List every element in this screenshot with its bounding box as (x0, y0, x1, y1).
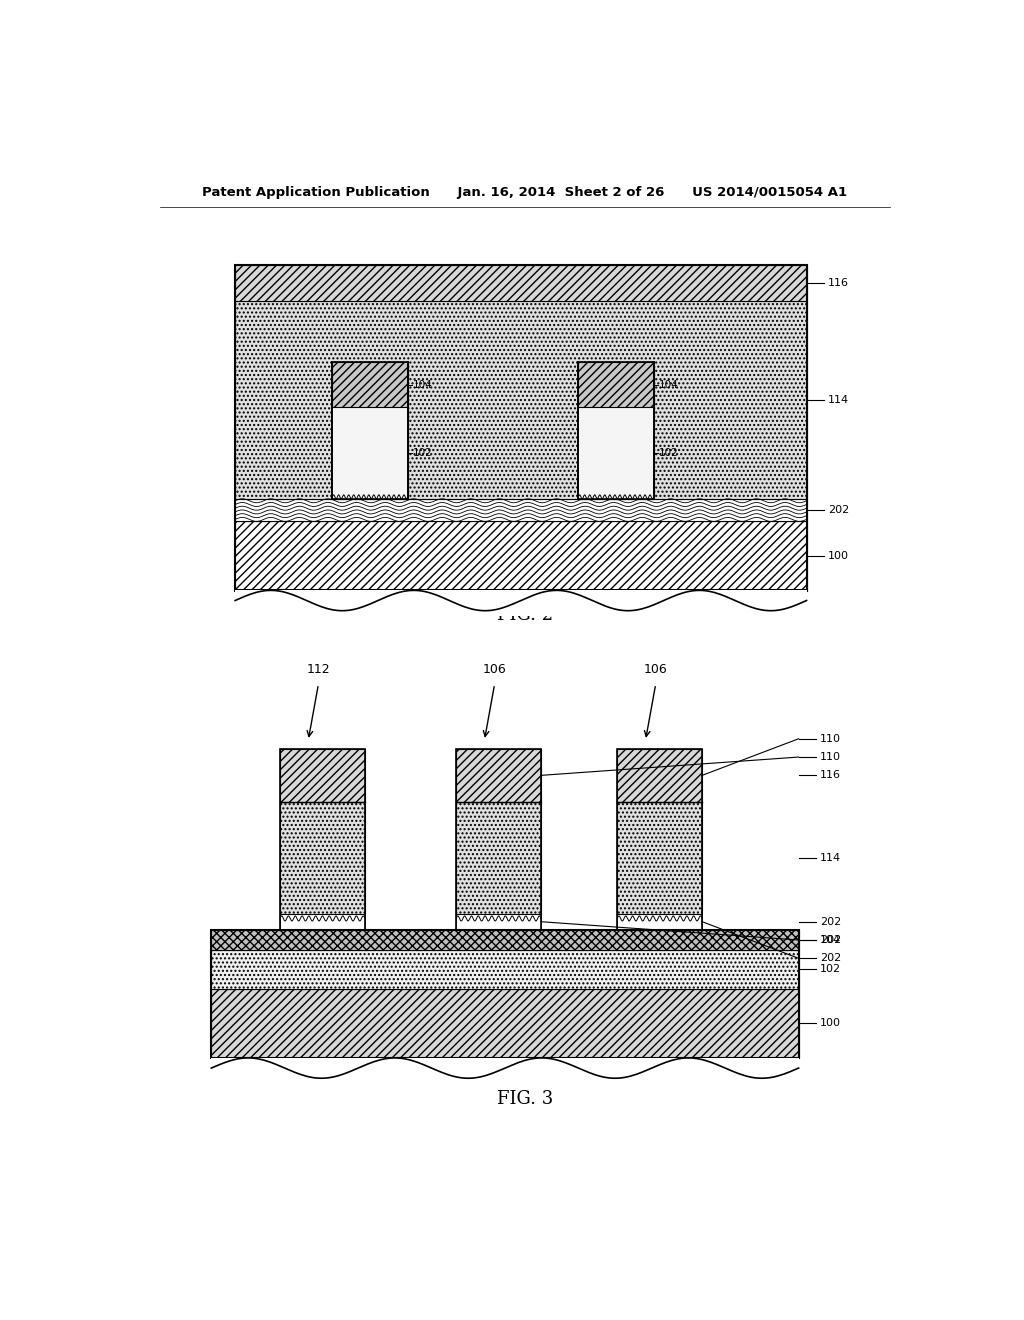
Text: 202: 202 (828, 506, 849, 515)
Bar (333, 362, 408, 499)
Text: 106: 106 (482, 663, 507, 676)
Text: 116: 116 (820, 771, 841, 780)
Text: 102: 102 (658, 449, 678, 458)
Bar (333, 408, 408, 499)
Bar (456, 801, 541, 913)
Bar (579, 362, 653, 408)
Bar (617, 748, 702, 929)
Text: Patent Application Publication      Jan. 16, 2014  Sheet 2 of 26      US 2014/00: Patent Application Publication Jan. 16, … (202, 186, 848, 199)
Bar (579, 362, 653, 499)
Bar (456, 748, 541, 929)
Bar (617, 913, 702, 929)
Bar (236, 590, 807, 616)
Text: 114: 114 (828, 395, 849, 405)
Bar (280, 913, 365, 929)
Text: 106: 106 (644, 663, 668, 676)
Bar (456, 748, 541, 801)
Bar (579, 408, 653, 499)
Bar (456, 913, 541, 929)
Text: 114: 114 (820, 853, 841, 863)
Text: 100: 100 (820, 1018, 841, 1028)
Bar (211, 950, 799, 989)
Text: 202: 202 (820, 935, 842, 945)
Bar (280, 748, 365, 929)
Text: 104: 104 (820, 935, 841, 945)
Text: 102: 102 (413, 449, 432, 458)
Text: FIG. 2: FIG. 2 (497, 606, 553, 624)
Bar (280, 748, 365, 801)
Text: 110: 110 (820, 752, 841, 762)
Bar (211, 929, 799, 950)
Text: 104: 104 (413, 380, 432, 389)
Text: 116: 116 (828, 279, 849, 288)
Text: FIG. 3: FIG. 3 (497, 1089, 553, 1107)
Bar (211, 1057, 799, 1084)
Bar (236, 265, 807, 301)
Text: 202: 202 (820, 916, 842, 927)
Bar (236, 499, 807, 521)
Text: 104: 104 (658, 380, 678, 389)
Bar (617, 748, 702, 801)
Text: 110: 110 (820, 734, 841, 743)
Text: 112: 112 (306, 663, 331, 676)
Bar (333, 408, 408, 499)
Bar (211, 929, 799, 1057)
Text: 202: 202 (820, 953, 842, 964)
Bar (617, 801, 702, 913)
Bar (333, 362, 408, 408)
Bar (236, 265, 807, 590)
Bar (236, 301, 807, 499)
Bar (280, 801, 365, 913)
Bar (211, 989, 799, 1057)
Text: 100: 100 (828, 550, 849, 561)
Text: 102: 102 (820, 965, 841, 974)
Bar (236, 521, 807, 590)
Bar (579, 408, 653, 499)
